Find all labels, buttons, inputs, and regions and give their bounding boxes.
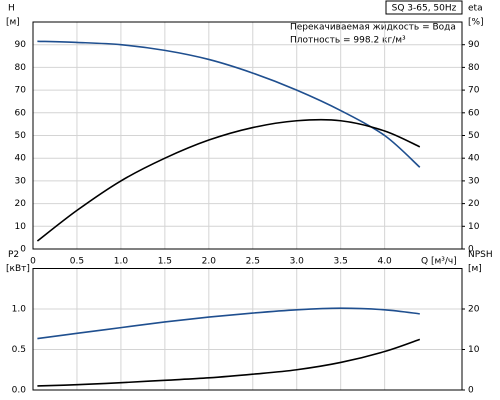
y-label: P2 xyxy=(8,250,19,260)
y-tick-label: 50 xyxy=(15,131,27,141)
y2-tick-label: 0 xyxy=(468,245,474,255)
y2-unit: [%] xyxy=(468,18,484,28)
y2-tick-label: 20 xyxy=(468,199,480,209)
y2-label: eta xyxy=(468,4,483,14)
y2-tick-label: 10 xyxy=(468,345,480,355)
y2-unit: [м] xyxy=(468,264,482,274)
model: SQ 3-65, 50Hz xyxy=(392,4,457,14)
x-tick-label: 2.5 xyxy=(246,257,260,267)
model-box xyxy=(385,0,463,15)
y2-tick-label: 40 xyxy=(468,154,480,164)
x-tick-label: 1.0 xyxy=(114,257,129,267)
y-label: H xyxy=(8,4,15,14)
y2-tick-label: 60 xyxy=(468,108,480,118)
y2-tick-label: 30 xyxy=(468,176,480,186)
y-tick-label: 0.5 xyxy=(12,345,26,355)
y-tick-label: 80 xyxy=(15,63,27,73)
liquid: Перекачиваемая жидкость = Вода xyxy=(290,23,456,33)
curve xyxy=(37,338,421,387)
y-tick-label: 70 xyxy=(15,86,27,96)
curve xyxy=(37,40,421,168)
y-tick-label: 0 xyxy=(20,245,26,255)
y-tick-label: 0.0 xyxy=(12,386,27,396)
x-tick-label: 3.5 xyxy=(334,257,348,267)
y-unit: [кВт] xyxy=(6,264,30,274)
x-tick-label: 3.0 xyxy=(290,257,305,267)
y2-tick-label: 0 xyxy=(468,386,474,396)
y2-tick-label: 90 xyxy=(468,40,480,50)
plot-frame xyxy=(32,268,463,391)
y-tick-label: 20 xyxy=(15,199,27,209)
y-unit: [м] xyxy=(6,18,20,28)
plot-frame xyxy=(32,21,463,250)
x-tick-label: 2.0 xyxy=(202,257,217,267)
y2-tick-label: 80 xyxy=(468,63,480,73)
y-tick-label: 40 xyxy=(15,154,27,164)
density: Плотность = 998.2 кг/м³ xyxy=(290,36,406,46)
y2-tick-label: 10 xyxy=(468,222,480,232)
x-tick-label: 0 xyxy=(30,257,36,267)
x-label: Q [м³/ч] xyxy=(421,257,457,267)
y2-label: NPSH xyxy=(468,250,493,260)
y-tick-label: 30 xyxy=(15,176,27,186)
x-tick-label: 4.0 xyxy=(377,257,392,267)
y-tick-label: 90 xyxy=(15,40,27,50)
curve xyxy=(36,118,421,242)
x-tick-label: 0.5 xyxy=(70,257,84,267)
y-tick-label: 10 xyxy=(15,222,27,232)
x-tick-label: 1.5 xyxy=(158,257,172,267)
y2-tick-label: 50 xyxy=(468,131,480,141)
y-tick-label: 1.0 xyxy=(12,305,27,315)
y2-tick-label: 20 xyxy=(468,305,480,315)
curve xyxy=(37,307,420,340)
y2-tick-label: 70 xyxy=(468,86,480,96)
y-tick-label: 60 xyxy=(15,108,27,118)
